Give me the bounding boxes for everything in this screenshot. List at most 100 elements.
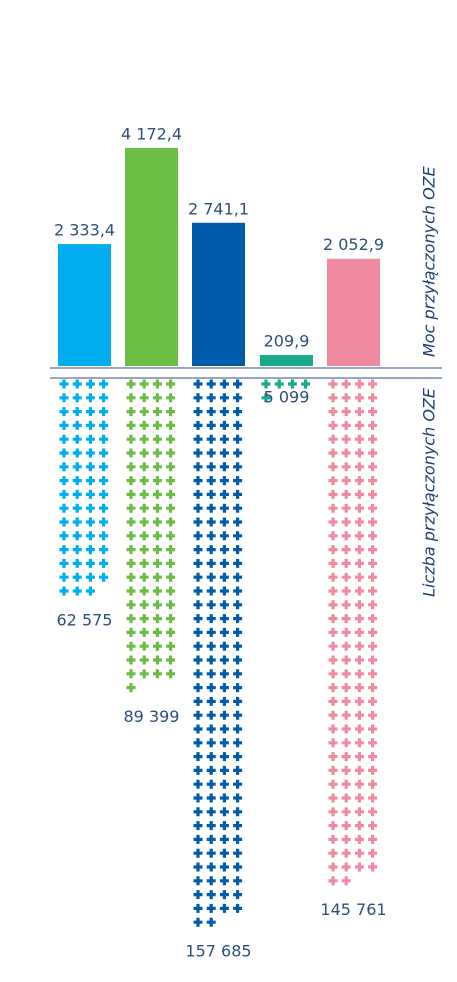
plus-icon [152, 655, 162, 665]
plus-icon [368, 627, 378, 637]
plus-icon [72, 420, 82, 430]
plus-icon [85, 545, 95, 555]
plus-icon [206, 600, 216, 610]
plus-icon [328, 434, 338, 444]
plus-icon [126, 641, 136, 651]
plus-icon [341, 724, 351, 734]
plus-icon [59, 448, 69, 458]
plus-icon [85, 489, 95, 499]
plus-icon [139, 545, 149, 555]
plus-icon [328, 586, 338, 596]
plus-icon [193, 890, 203, 900]
plus-icon [341, 683, 351, 693]
plus-icon [126, 600, 136, 610]
plus-icon [193, 807, 203, 817]
plus-icon [328, 379, 338, 389]
plus-icon [368, 531, 378, 541]
plus-icon [166, 614, 176, 624]
plus-icon [72, 531, 82, 541]
plus-icon [219, 890, 229, 900]
axis-title: Moc przyłączonych OZE [420, 165, 439, 357]
plus-icon [99, 434, 109, 444]
plus-icon [166, 572, 176, 582]
icon-column [328, 379, 378, 886]
plus-icon [233, 834, 243, 844]
plus-icon [261, 379, 271, 389]
plus-icon [126, 393, 136, 403]
plus-icon [233, 379, 243, 389]
plus-icon [233, 669, 243, 679]
plus-icon [341, 710, 351, 720]
plus-icon [206, 462, 216, 472]
plus-icon [328, 738, 338, 748]
plus-icon [341, 738, 351, 748]
plus-icon [354, 862, 364, 872]
plus-icon [219, 379, 229, 389]
plus-icon [354, 503, 364, 513]
plus-icon [193, 724, 203, 734]
plus-icon [139, 379, 149, 389]
plus-icon [59, 420, 69, 430]
plus-icon [193, 393, 203, 403]
plus-icon [368, 779, 378, 789]
plus-icon [354, 420, 364, 430]
plus-icon [233, 517, 243, 527]
plus-icon [328, 848, 338, 858]
plus-icon [206, 407, 216, 417]
plus-icon [193, 834, 203, 844]
plus-icon [219, 738, 229, 748]
plus-icon [354, 793, 364, 803]
plus-icon [341, 503, 351, 513]
plus-icon [354, 434, 364, 444]
plus-icon [233, 407, 243, 417]
plus-icon [193, 600, 203, 610]
plus-icon [139, 517, 149, 527]
plus-icon [354, 379, 364, 389]
plus-icon [328, 779, 338, 789]
plus-icon [206, 614, 216, 624]
plus-icon [233, 476, 243, 486]
plus-icon [166, 586, 176, 596]
plus-icon [99, 379, 109, 389]
data-label: 4 172,4 [121, 125, 182, 144]
plus-icon [139, 407, 149, 417]
plus-icon [59, 434, 69, 444]
plus-icon [368, 807, 378, 817]
plus-icon [152, 531, 162, 541]
plus-icon [328, 834, 338, 844]
plus-icon [59, 558, 69, 568]
plus-icon [354, 489, 364, 499]
plus-icon [126, 434, 136, 444]
plus-icon [368, 848, 378, 858]
plus-icon [354, 696, 364, 706]
plus-icon [341, 448, 351, 458]
plus-icon [206, 627, 216, 637]
data-label: 145 761 [320, 900, 386, 919]
plus-icon [341, 517, 351, 527]
plus-icon [206, 558, 216, 568]
plus-icon [341, 821, 351, 831]
plus-icon [152, 379, 162, 389]
plus-icon [152, 476, 162, 486]
plus-icon [193, 793, 203, 803]
plus-icon [368, 669, 378, 679]
plus-icon [72, 489, 82, 499]
plus-icon [206, 476, 216, 486]
plus-icon [85, 572, 95, 582]
plus-icon [206, 862, 216, 872]
plus-icon [193, 641, 203, 651]
plus-icon [368, 765, 378, 775]
plus-icon [126, 448, 136, 458]
plus-icon [72, 462, 82, 472]
plus-icon [193, 407, 203, 417]
plus-icon [368, 448, 378, 458]
plus-icon [126, 420, 136, 430]
data-label: 62 575 [57, 610, 113, 629]
plus-icon [166, 669, 176, 679]
plus-icon [206, 752, 216, 762]
plus-icon [368, 710, 378, 720]
plus-icon [368, 434, 378, 444]
plus-icon [219, 600, 229, 610]
plus-icon [354, 572, 364, 582]
plus-icon [139, 614, 149, 624]
